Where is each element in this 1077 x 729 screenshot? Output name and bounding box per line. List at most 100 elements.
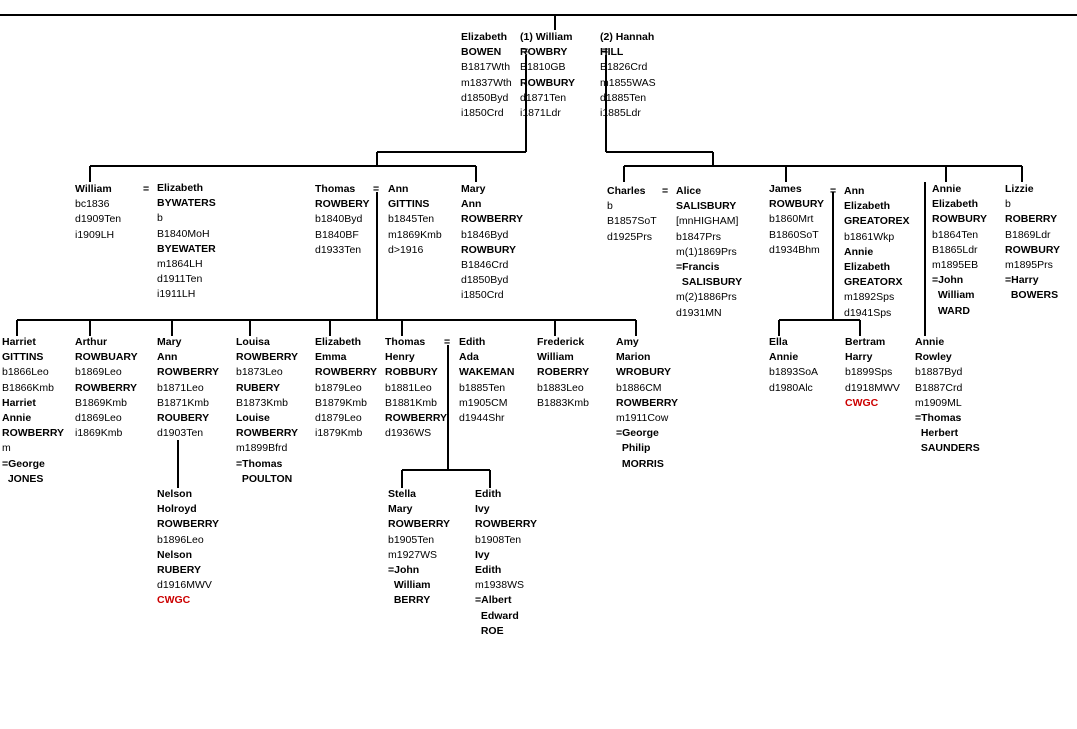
person-detail-line: d1980Alc	[769, 381, 813, 394]
person-detail-line: b1840Byd	[315, 213, 363, 226]
person-detail-line: d1911Ten	[157, 273, 203, 286]
person-detail-line: BERRY	[388, 594, 431, 607]
person-detail-line: Louisa	[236, 336, 270, 348]
person-detail-line: Arthur	[75, 336, 108, 348]
person-detail-line: b	[157, 212, 163, 225]
person-detail-line: b1847Prs	[676, 230, 721, 243]
person-detail-line: (1) William	[520, 31, 573, 43]
person-detail-line: Alice	[676, 185, 702, 197]
person-detail-line: Harry	[845, 351, 873, 364]
person-detail-line: d1869Leo	[75, 412, 122, 425]
person-detail-line: Elizabeth	[844, 200, 891, 213]
person-detail-line: ROE	[475, 624, 504, 637]
person-detail-line: m1911Cow	[616, 412, 669, 425]
person-detail-line: Henry	[385, 351, 415, 364]
person-detail-line: B1881Kmb	[385, 396, 437, 409]
person-detail-line: m1905CM	[459, 396, 508, 409]
person-william-rowbry: (1) William ROWBRY B1810GB ROWBURY d1871Ten i…	[520, 30, 575, 121]
person-detail-line: b1864Ten	[932, 228, 979, 241]
person-detail-line: ROWBERRY	[475, 518, 538, 531]
person-detail-line: Lizzie	[1005, 183, 1034, 195]
person-detail-line: m1895EB	[932, 259, 979, 272]
person-detail-line: B1883Kmb	[537, 396, 589, 409]
person-detail-line: Elizabeth	[461, 31, 508, 43]
person-detail-line: Annie	[915, 336, 945, 348]
person-detail-line: Elizabeth	[932, 198, 979, 211]
person-detail-line: WARD	[932, 304, 970, 317]
person-detail-line: Holroyd	[157, 503, 197, 516]
person-detail-line: b1881Leo	[385, 381, 432, 394]
person-detail-line: B1846Crd	[461, 259, 509, 272]
person-alice-salisbury: Alice SALISBURY [mnHIGHAM] b1847Prs m(1)1869…	[676, 184, 742, 321]
person-detail-line: Harriet	[2, 336, 36, 348]
person-detail-line: d1903Ten	[157, 427, 204, 440]
person-detail-line: Ivy	[475, 503, 490, 516]
person-detail-line: m1869Kmb	[388, 228, 442, 241]
person-detail-line: RUBERY	[236, 381, 280, 394]
person-hannah-hill: (2) Hannah HILL B1826Crd m1855WAS d1885Ten i1…	[600, 30, 656, 121]
person-detail-line: ROWBURY	[520, 76, 576, 89]
person-detail-line: b	[1005, 198, 1011, 211]
person-elizabeth-emma: Elizabeth Emma ROWBERRY b1879Leo B1879Kmb d18…	[315, 335, 377, 441]
person-detail-line: ROWBERRY	[616, 396, 679, 409]
person-detail-line: Annie	[932, 183, 962, 195]
person-detail-line: GITTINS	[388, 198, 430, 211]
person-detail-line: i1885Ldr	[600, 107, 641, 120]
person-detail-line: B1869Ldr	[1005, 228, 1051, 241]
person-detail-line: [mnHIGHAM]	[676, 215, 739, 228]
person-detail-line: b1905Ten	[388, 533, 435, 546]
person-detail-line: SALISBURY	[676, 276, 743, 289]
person-detail-line: m(2)1886Prs	[676, 291, 737, 304]
person-detail-line: ROWBERRY	[385, 412, 448, 425]
person-detail-line: ROWBRY	[520, 46, 568, 59]
person-detail-line: Annie	[844, 245, 874, 258]
person-detail-line: ROWBERY	[315, 198, 370, 211]
person-detail-line: B1871Kmb	[157, 396, 209, 409]
person-detail-line: b1873Leo	[236, 366, 283, 379]
person-detail-line: CWGC	[157, 594, 191, 607]
person-detail-line: d1879Leo	[315, 412, 362, 425]
person-detail-line: m	[2, 442, 11, 455]
person-detail-line: Elizabeth	[315, 336, 362, 348]
person-detail-line: b1893SoA	[769, 366, 819, 379]
marriage-symbol: =	[522, 45, 529, 57]
person-detail-line: m1895Prs	[1005, 259, 1053, 272]
person-mary-ann-rowberry: Mary Ann ROWBERRY b1871Leo B1871Kmb ROUBERY d1…	[157, 335, 219, 441]
person-arthur: Arthur ROWBUARY b1869Leo ROWBERRY B1869Kmb d1…	[75, 335, 138, 441]
person-detail-line: Ada	[459, 351, 479, 364]
person-detail-line: b1887Byd	[915, 366, 963, 379]
person-elizabeth-bywaters: Elizabeth BYWATERS b B1840MoH BYEWATER m1864L…	[157, 181, 216, 303]
person-annie-rowley: Annie Rowley b1887Byd B1887Crd m1909ML =Thoma…	[915, 335, 980, 457]
marriage-symbol: =	[373, 183, 380, 195]
person-ella: Ella Annie b1893SoA d1980Alc	[769, 335, 818, 396]
person-detail-line: i1909LH	[75, 228, 115, 241]
person-thomas-henry: Thomas Henry ROBBURY b1881Leo B1881Kmb ROWBER…	[385, 335, 447, 441]
person-detail-line: Ann	[388, 183, 409, 195]
person-detail-line: Ann	[461, 198, 482, 211]
person-detail-line: ROWBERRY	[236, 427, 299, 440]
person-detail-line: b1845Ten	[388, 213, 435, 226]
person-detail-line: CWGC	[845, 396, 879, 409]
person-detail-line: BYEWATER	[157, 242, 216, 255]
person-detail-line: Harriet	[2, 396, 36, 409]
person-louisa: Louisa ROWBERRY b1873Leo RUBERY B1873Kmb Loui…	[236, 335, 298, 487]
person-detail-line: B1826Crd	[600, 61, 648, 74]
person-detail-line: d1944Shr	[459, 412, 505, 425]
person-detail-line: GREATOREX	[844, 215, 910, 228]
person-detail-line: ROWBERRY	[388, 518, 451, 531]
person-detail-line: Edith	[475, 488, 502, 500]
person-detail-line: =John	[932, 274, 964, 287]
marriage-symbol: =	[602, 45, 609, 57]
person-detail-line: SAUNDERS	[915, 442, 980, 455]
person-detail-line: Elizabeth	[844, 261, 891, 274]
person-charles: Charles b B1857SoT d1925Prs	[607, 184, 657, 245]
marriage-symbol: =	[830, 185, 837, 197]
person-elizabeth-bowen: Elizabeth BOWEN B1817Wth m1837Wth d1850Byd i1…	[461, 30, 512, 121]
person-detail-line: b1869Leo	[75, 366, 122, 379]
person-detail-line: B1869Kmb	[75, 396, 127, 409]
person-detail-line: d1941Sps	[844, 306, 892, 319]
person-detail-line: ROBERRY	[1005, 213, 1058, 226]
person-detail-line: b1908Ten	[475, 533, 522, 546]
person-detail-line: B1817Wth	[461, 61, 511, 74]
